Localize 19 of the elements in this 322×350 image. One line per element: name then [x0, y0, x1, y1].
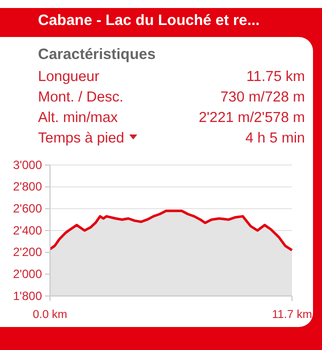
y-tick-label: 1'800	[13, 288, 42, 303]
text: Alt. min/max	[38, 110, 119, 126]
text: 4 h 5 min	[245, 130, 305, 146]
y-tick-label: 2'400	[13, 223, 42, 238]
text: Temps à pied	[38, 130, 124, 146]
chart-subtitle: Caractéristiques	[38, 46, 156, 63]
text: Mont. / Desc.	[38, 90, 124, 106]
text: 730 m/728 m	[220, 90, 305, 106]
y-tick-label: 2'800	[13, 180, 42, 194]
y-tick-label: 2'000	[13, 267, 42, 282]
y-tick-label: 2'200	[13, 245, 42, 260]
x-tick-label: 0.0 km	[32, 308, 68, 321]
text: 2'221 m/2'578 m	[198, 110, 305, 126]
text: Longueur	[38, 69, 100, 85]
x-tick-label: 11.7 km	[272, 308, 312, 321]
text: 11.75 km	[246, 69, 305, 85]
y-tick-label: 2'600	[13, 202, 42, 216]
y-tick-label: 3'000	[13, 158, 42, 172]
chart-title: Cabane - Lac du Louché et re...	[38, 12, 260, 29]
